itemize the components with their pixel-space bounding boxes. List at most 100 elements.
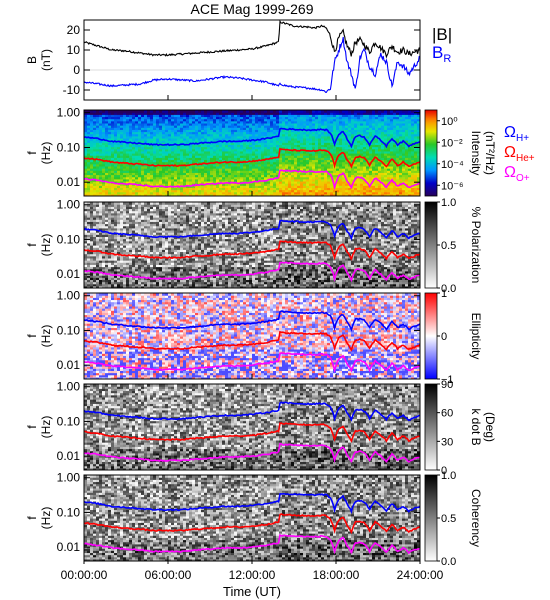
- power-line-he: [84, 147, 420, 169]
- coherency-colorbar-tick-label: 0.0: [441, 556, 456, 568]
- panel-coherency: 1.00 0.10 0.01 f (Hz) 1.0 0.5 0.0 Coherency: [25, 470, 483, 568]
- polarization-line-o: [84, 261, 420, 283]
- polarization-ytick-label: 0.10: [57, 232, 81, 246]
- kdotb-ytick-label: 0.01: [57, 449, 81, 463]
- ellipticity-ytick-label: 0.01: [57, 358, 81, 372]
- ellipticity-colorbar-tick-label: 1: [441, 288, 447, 300]
- coherency-colorbar-label: Coherency: [469, 489, 483, 547]
- x-tick-label: 00:00:00: [61, 568, 108, 582]
- power-spectrogram: [84, 110, 420, 196]
- polarization-line-he: [84, 240, 420, 261]
- power-ylabel-unit: (Hz): [39, 142, 53, 165]
- x-axis-label: Time (UT): [223, 584, 281, 599]
- b-field-ylabel-unit: (nT): [39, 49, 53, 71]
- kdotb-colorbar-label: k dot B: [469, 408, 483, 445]
- kdotb-line-he: [84, 422, 420, 443]
- power-colorbar: [424, 109, 438, 197]
- kdotb-ytick-label: 0.10: [57, 414, 81, 428]
- coherency-spectrogram: [84, 475, 420, 561]
- coherency-ytick-label: 0.10: [57, 505, 81, 519]
- ellipticity-colorbar-tick-label: 0: [441, 331, 447, 343]
- power-colorbar-tick-label: 10⁻⁶: [441, 180, 464, 192]
- ellipticity-ylabel: f: [25, 334, 39, 338]
- b-field-ytick-label: 0: [73, 63, 80, 77]
- b-field-ytick-label: -10: [63, 83, 81, 97]
- ellipticity-ylabel-unit: (Hz): [39, 325, 53, 348]
- b-field-plot-area: [84, 20, 420, 93]
- ellipticity-line-h: [84, 310, 420, 332]
- x-tick-label: 24:00:00: [397, 568, 444, 582]
- panel-power: 1.00 0.10 0.01 f (Hz) 10⁰ 10⁻² 10⁻⁴ 10⁻⁶ Intensit…: [25, 106, 535, 197]
- power-ytick-label: 1.00: [57, 106, 81, 120]
- coherency-line-o: [84, 533, 420, 555]
- x-tick-label: 12:00:00: [229, 568, 276, 582]
- legend-gyro-he: ΩHe+: [504, 144, 535, 164]
- ellipticity-plot-area: [84, 293, 420, 379]
- legend-gyro-h: ΩH+: [504, 124, 529, 144]
- power-ylabel: f: [25, 151, 39, 155]
- ellipticity-line-o: [84, 352, 420, 373]
- x-tick-label: 18:00:00: [313, 568, 360, 582]
- kdotb-ytick-label: 1.00: [57, 380, 81, 394]
- power-plot-area: [84, 110, 420, 196]
- polarization-plot-area: [84, 202, 420, 288]
- figure-title: ACE Mag 1999-269: [191, 1, 314, 17]
- coherency-line-he: [84, 513, 420, 535]
- coherency-ytick-label: 1.00: [57, 471, 81, 485]
- legend-b-magnitude: |B|: [432, 25, 452, 44]
- coherency-colorbar: [424, 474, 438, 562]
- legend-b-radial: BR: [432, 43, 451, 65]
- panel-b-field: |B|BR 20 10 0 -10 B (nT): [25, 19, 452, 101]
- power-line-h: [84, 127, 420, 149]
- kdotb-line-o: [84, 442, 420, 464]
- b-field-ytick-label: 10: [67, 43, 81, 57]
- ellipticity-ytick-label: 1.00: [57, 289, 81, 303]
- kdotb-colorbar: [424, 383, 438, 471]
- power-colorbar-label: Intensity: [469, 131, 483, 176]
- kdotb-ylabel-unit: (Hz): [39, 416, 53, 439]
- b-field-ylabel: B: [25, 56, 39, 64]
- ellipticity-colorbar-tick-label: −1: [441, 374, 454, 386]
- ellipticity-colorbar: [424, 292, 438, 380]
- coherency-ylabel: f: [25, 516, 39, 520]
- panel-ellipticity: 1.00 0.10 0.01 f (Hz) 1 0 −1 Ellipticity: [25, 288, 483, 386]
- panel-polarization: 1.00 0.10 0.01 f (Hz) 1.0 0.5 0.0 % Polarization: [25, 197, 483, 295]
- series-b-radial: [84, 36, 420, 93]
- kdotb-ylabel: f: [25, 425, 39, 429]
- power-ytick-label: 0.10: [57, 140, 81, 154]
- power-colorbar-unit: (nT²/Hz): [483, 131, 497, 175]
- panel-kdotb: 1.00 0.10 0.01 f (Hz) 90 60 30 0 k dot B (Deg): [25, 379, 497, 477]
- ellipticity-ytick-label: 0.10: [57, 323, 81, 337]
- power-colorbar-tick-label: 10⁻⁴: [441, 159, 464, 171]
- polarization-line-h: [84, 219, 420, 241]
- time-axis: 00:00:00 06:00:00 12:00:00 18:00:00 24:00:00: [61, 561, 444, 582]
- kdotb-colorbar-unit: (Deg): [483, 412, 497, 442]
- x-tick-label: 06:00:00: [145, 568, 192, 582]
- power-colorbar-tick-label: 10⁰: [441, 116, 458, 128]
- kdotb-colorbar-tick-label: 90: [441, 379, 453, 391]
- coherency-line-h: [84, 492, 420, 514]
- polarization-ylabel-unit: (Hz): [39, 234, 53, 257]
- coherency-plot-area: [84, 475, 420, 561]
- coherency-colorbar-tick-label: 0.5: [441, 513, 456, 525]
- coherency-ytick-label: 0.01: [57, 540, 81, 554]
- ellipticity-colorbar-label: Ellipticity: [469, 313, 483, 360]
- coherency-colorbar-tick-label: 1.0: [441, 470, 456, 482]
- legend-gyro-o: ΩO+: [504, 164, 530, 184]
- ellipticity-line-he: [84, 330, 420, 352]
- polarization-colorbar: [424, 201, 438, 289]
- kdotb-plot-area: [84, 384, 420, 470]
- polarization-ylabel: f: [25, 243, 39, 247]
- b-field-ytick-label: 20: [67, 23, 81, 37]
- kdotb-line-h: [84, 401, 420, 422]
- power-ytick-label: 0.01: [57, 175, 81, 189]
- power-colorbar-tick-label: 10⁻²: [441, 137, 463, 149]
- kdotb-colorbar-tick-label: 60: [441, 408, 453, 420]
- b-field-frame: [83, 19, 421, 101]
- power-line-o: [84, 169, 420, 190]
- polarization-colorbar-tick-label: 0.5: [441, 240, 456, 252]
- coherency-ylabel-unit: (Hz): [39, 507, 53, 530]
- polarization-colorbar-tick-label: 0.0: [441, 283, 456, 295]
- polarization-ytick-label: 0.01: [57, 267, 81, 281]
